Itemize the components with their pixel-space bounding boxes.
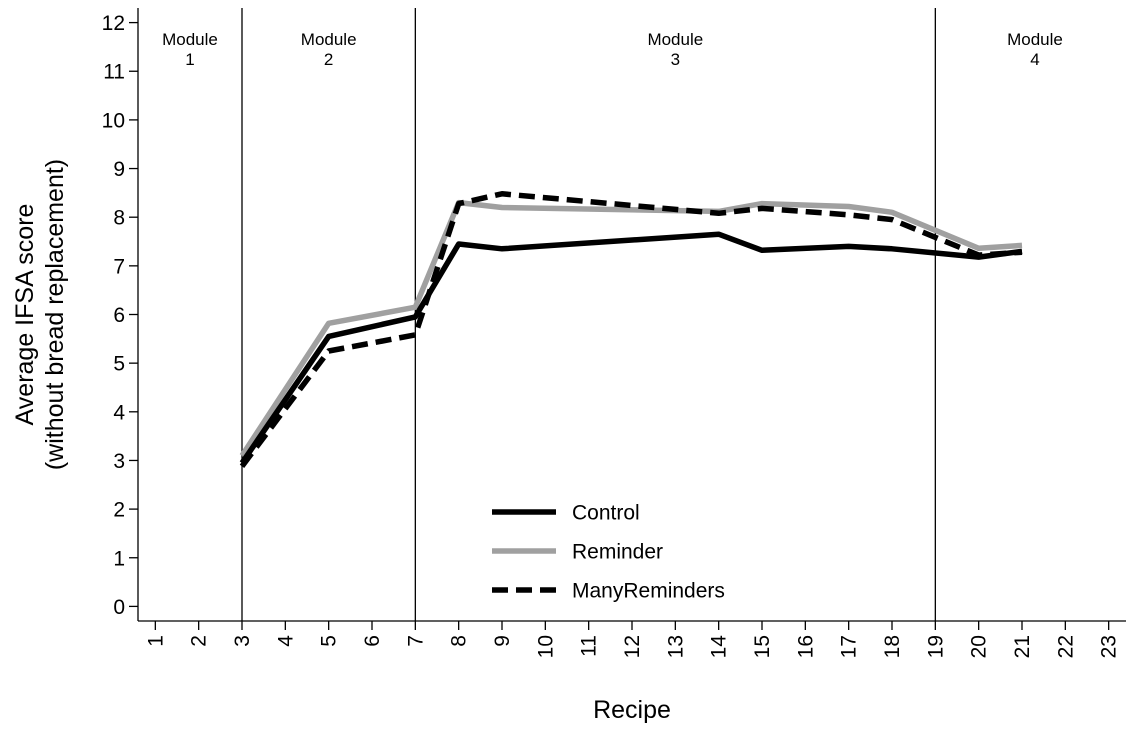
- legend-label-reminder: Reminder: [572, 541, 663, 564]
- x-axis-title: Recipe: [593, 696, 671, 724]
- x-tick-label: 13: [664, 635, 687, 658]
- module-label: Module: [162, 30, 218, 49]
- y-tick-label: 0: [113, 596, 125, 619]
- y-axis-title-line2: (without bread replacement): [41, 159, 69, 470]
- x-tick-label: 3: [231, 635, 254, 647]
- x-tick-label: 23: [1098, 635, 1121, 658]
- y-tick-label: 6: [113, 304, 125, 327]
- x-tick-label: 10: [534, 635, 557, 658]
- x-tick-label: 17: [838, 635, 861, 658]
- module-label: Module: [647, 30, 703, 49]
- y-tick-label: 11: [103, 61, 125, 84]
- y-tick-label: 10: [102, 109, 125, 132]
- x-tick-label: 18: [881, 635, 904, 658]
- legend-label-manyreminders: ManyReminders: [572, 580, 725, 603]
- legend-label-control: Control: [572, 502, 640, 525]
- x-tick-label: 19: [924, 635, 947, 658]
- y-tick-label: 1: [113, 547, 125, 570]
- x-tick-label: 8: [448, 635, 471, 647]
- x-tick-label: 20: [968, 635, 991, 658]
- x-tick-label: 12: [621, 635, 644, 658]
- series-line-manyreminders: [239, 191, 1023, 468]
- x-tick-label: 9: [491, 635, 514, 647]
- x-tick-label: 2: [188, 635, 211, 647]
- module-label: Module: [1007, 30, 1063, 49]
- y-tick-label: 7: [113, 255, 125, 278]
- module-number: 4: [1030, 50, 1039, 69]
- x-tick-label: 7: [404, 635, 427, 647]
- y-tick-label: 9: [113, 158, 125, 181]
- x-tick-label: 1: [144, 635, 167, 647]
- series-line-control: [239, 231, 1023, 465]
- x-tick-label: 22: [1054, 635, 1077, 658]
- x-tick-label: 5: [318, 635, 341, 647]
- y-tick-label: 12: [102, 12, 125, 35]
- module-number: 3: [671, 50, 680, 69]
- y-tick-label: 5: [113, 353, 125, 376]
- x-tick-label: 21: [1011, 635, 1034, 658]
- module-number: 2: [324, 50, 333, 69]
- module-number: 1: [185, 50, 194, 69]
- y-tick-label: 8: [113, 207, 125, 230]
- x-tick-label: 15: [751, 635, 774, 658]
- y-tick-label: 3: [113, 450, 125, 473]
- y-tick-label: 4: [113, 401, 125, 424]
- y-axis-title-line1: Average IFSA score: [11, 204, 39, 426]
- x-tick-label: 14: [708, 635, 731, 659]
- y-tick-label: 2: [113, 499, 125, 522]
- x-tick-label: 16: [794, 635, 817, 658]
- x-tick-label: 6: [361, 635, 384, 647]
- x-tick-label: 4: [274, 635, 297, 647]
- module-label: Module: [301, 30, 357, 49]
- x-tick-label: 11: [578, 635, 601, 657]
